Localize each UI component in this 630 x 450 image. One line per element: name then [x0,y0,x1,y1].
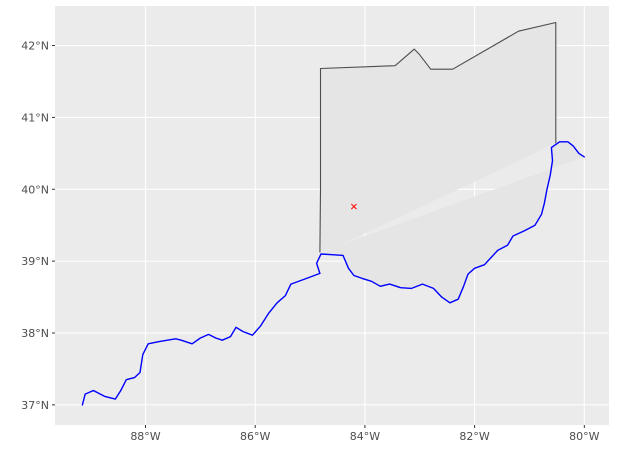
x-tick-label: 88°W [130,430,160,443]
location-marker [350,203,357,210]
x-tick-label: 82°W [459,430,489,443]
y-tick-label: 42°N [21,40,49,53]
y-tick-label: 40°N [21,183,49,196]
state-boundary [319,21,557,253]
state-fill [319,22,585,303]
x-tick-label: 80°W [569,430,599,443]
geo-layer [81,21,585,406]
y-tick-label: 37°N [21,399,49,412]
y-tick-label: 39°N [21,255,49,268]
river-line [81,141,585,406]
y-tick-label: 38°N [21,327,49,340]
axes: 88°W 86°W 84°W 82°W 80°W 37°N 38°N 39°N 40°N 41°N… [21,40,599,443]
y-tick-label: 41°N [21,111,49,124]
x-tick-label: 86°W [240,430,270,443]
x-tick-label: 84°W [350,430,380,443]
